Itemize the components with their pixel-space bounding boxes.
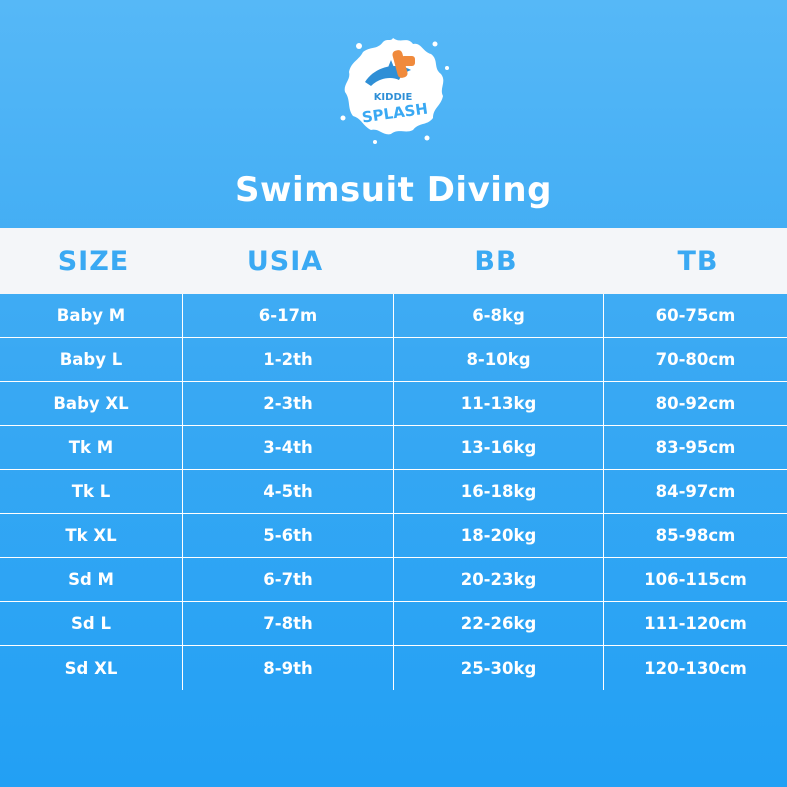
header-usia: USIA bbox=[246, 245, 324, 277]
table-row: Sd XL 8-9th 25-30kg 120-130cm bbox=[0, 646, 787, 690]
table-row: Tk XL 5-6th 18-20kg 85-98cm bbox=[0, 514, 787, 558]
table-header: SIZE USIA BB TB bbox=[0, 228, 787, 294]
cell-size: Sd L bbox=[0, 602, 183, 645]
header-bb: BB bbox=[474, 245, 518, 277]
cell-usia: 4-5th bbox=[183, 470, 394, 513]
size-table: Baby M 6-17m 6-8kg 60-75cm Baby L 1-2th … bbox=[0, 294, 787, 690]
cell-usia: 3-4th bbox=[183, 426, 394, 469]
cell-bb: 13-16kg bbox=[394, 426, 604, 469]
cell-size: Tk L bbox=[0, 470, 183, 513]
cell-tb: 70-80cm bbox=[655, 350, 736, 369]
cell-size: Baby XL bbox=[0, 382, 183, 425]
cell-tb: 85-98cm bbox=[655, 526, 736, 545]
page-title: Swimsuit Diving bbox=[235, 170, 552, 210]
table-row: Baby M 6-17m 6-8kg 60-75cm bbox=[0, 294, 787, 338]
cell-tb: 83-95cm bbox=[655, 438, 736, 457]
cell-size: Baby M bbox=[0, 294, 183, 337]
cell-bb: 18-20kg bbox=[394, 514, 604, 557]
cell-bb: 8-10kg bbox=[394, 338, 604, 381]
cell-usia: 7-8th bbox=[183, 602, 394, 645]
header-tb: TB bbox=[677, 245, 719, 277]
table-row: Sd L 7-8th 22-26kg 111-120cm bbox=[0, 602, 787, 646]
cell-size: Sd M bbox=[0, 558, 183, 601]
cell-usia: 2-3th bbox=[183, 382, 394, 425]
cell-tb: 120-130cm bbox=[644, 658, 747, 678]
splash-logo-icon: KIDDIE SPLASH bbox=[340, 38, 449, 144]
cell-usia: 1-2th bbox=[183, 338, 394, 381]
cell-tb: 111-120cm bbox=[644, 614, 747, 633]
table-row: Baby XL 2-3th 11-13kg 80-92cm bbox=[0, 382, 787, 426]
cell-usia: 5-6th bbox=[183, 514, 394, 557]
cell-size: Tk M bbox=[0, 426, 183, 469]
table-row: Tk L 4-5th 16-18kg 84-97cm bbox=[0, 470, 787, 514]
cell-bb: 6-8kg bbox=[394, 294, 604, 337]
cell-size: Sd XL bbox=[0, 646, 183, 690]
header-size: SIZE bbox=[57, 245, 130, 277]
cell-tb: 60-75cm bbox=[655, 306, 736, 325]
cell-usia: 8-9th bbox=[183, 646, 394, 690]
logo-text-kiddie: KIDDIE bbox=[374, 92, 413, 103]
cell-tb: 106-115cm bbox=[644, 570, 747, 589]
table-row: Baby L 1-2th 8-10kg 70-80cm bbox=[0, 338, 787, 382]
cell-size: Baby L bbox=[0, 338, 183, 381]
cell-tb: 84-97cm bbox=[655, 482, 736, 501]
cell-usia: 6-7th bbox=[183, 558, 394, 601]
table-row: Tk M 3-4th 13-16kg 83-95cm bbox=[0, 426, 787, 470]
cell-bb: 11-13kg bbox=[394, 382, 604, 425]
cell-bb: 22-26kg bbox=[394, 602, 604, 645]
cell-usia: 6-17m bbox=[183, 294, 394, 337]
brand-logo: KIDDIE SPLASH bbox=[335, 30, 451, 146]
cell-bb: 20-23kg bbox=[394, 558, 604, 601]
cell-size: Tk XL bbox=[0, 514, 183, 557]
cell-tb: 80-92cm bbox=[655, 394, 736, 413]
cell-bb: 25-30kg bbox=[394, 646, 604, 690]
table-row: Sd M 6-7th 20-23kg 106-115cm bbox=[0, 558, 787, 602]
cell-bb: 16-18kg bbox=[394, 470, 604, 513]
